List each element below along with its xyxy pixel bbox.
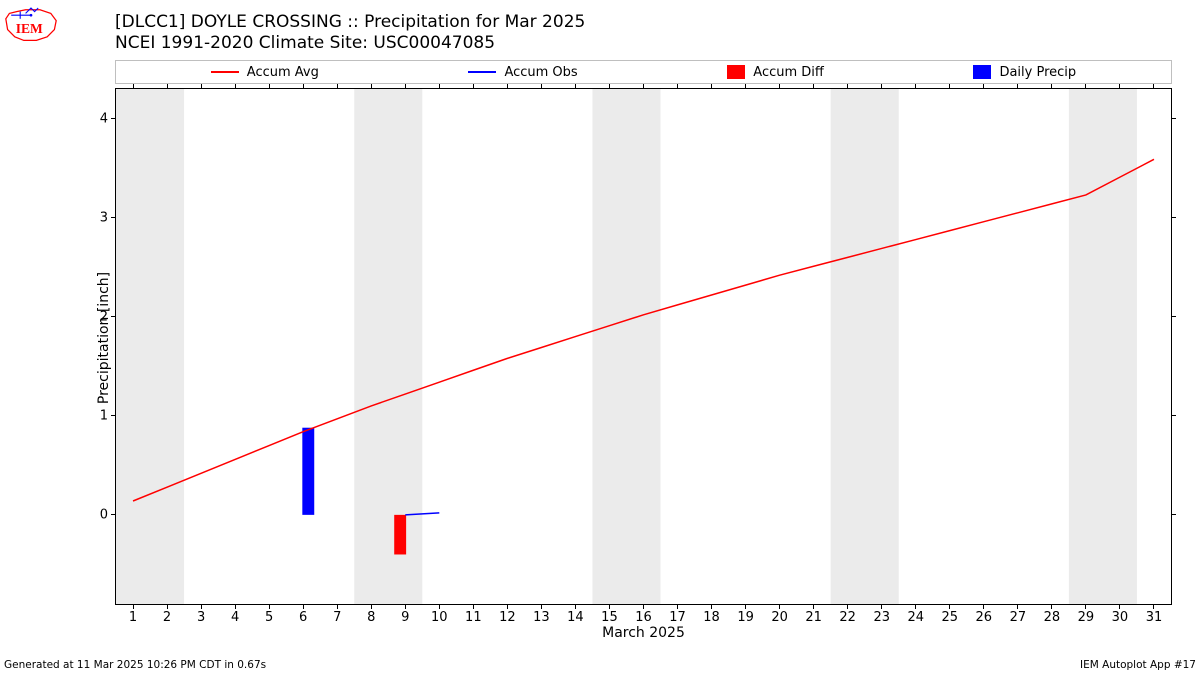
x-tick-label: 22 (839, 610, 856, 625)
x-tick-label: 26 (976, 610, 993, 625)
x-tick-label: 1 (129, 610, 137, 625)
legend-item: Accum Avg (211, 65, 319, 80)
x-tick-label: 31 (1146, 610, 1163, 625)
x-tick-label: 2 (163, 610, 171, 625)
x-tick-label: 30 (1112, 610, 1129, 625)
x-tick-label: 21 (805, 610, 822, 625)
chart-title: [DLCC1] DOYLE CROSSING :: Precipitation … (115, 12, 1170, 55)
y-axis-label: Precipitation [inch] (96, 271, 112, 403)
x-tick-label: 12 (499, 610, 516, 625)
legend-label: Daily Precip (999, 65, 1076, 80)
x-tick-label: 10 (431, 610, 448, 625)
x-tick-label: 18 (703, 610, 720, 625)
legend-label: Accum Obs (504, 65, 577, 80)
y-tick-label: 2 (100, 309, 108, 324)
x-tick-label: 7 (333, 610, 341, 625)
x-tick-label: 17 (669, 610, 686, 625)
legend-swatch (973, 65, 991, 79)
y-tick-label: 0 (100, 507, 108, 522)
legend-label: Accum Avg (247, 65, 319, 80)
x-tick-label: 11 (465, 610, 482, 625)
legend-item: Accum Diff (727, 65, 824, 80)
x-tick-label: 29 (1078, 610, 1095, 625)
x-tick-label: 19 (737, 610, 754, 625)
x-tick-label: 23 (873, 610, 890, 625)
x-tick-label: 20 (771, 610, 788, 625)
x-tick-label: 13 (533, 610, 550, 625)
x-tick-label: 9 (401, 610, 409, 625)
x-tick-label: 27 (1010, 610, 1027, 625)
legend-item: Daily Precip (973, 65, 1076, 80)
x-tick-label: 14 (567, 610, 584, 625)
x-tick-label: 16 (635, 610, 652, 625)
y-tick-label: 4 (100, 111, 108, 126)
x-tick-label: 5 (265, 610, 273, 625)
title-line-1: [DLCC1] DOYLE CROSSING :: Precipitation … (115, 12, 1170, 33)
legend-swatch (211, 71, 239, 73)
x-tick-label: 25 (942, 610, 959, 625)
y-tick-label: 3 (100, 210, 108, 225)
x-tick-label: 28 (1044, 610, 1061, 625)
iem-logo: IEM (4, 4, 58, 48)
footer-app: IEM Autoplot App #17 (1080, 659, 1196, 671)
x-tick-label: 24 (907, 610, 924, 625)
plot-area: 0123412345678910111213141516171819202122… (115, 88, 1172, 605)
legend-swatch (468, 71, 496, 73)
y-tick-label: 1 (100, 408, 108, 423)
legend: Accum Avg Accum Obs Accum Diff Daily Precip (115, 60, 1172, 84)
x-tick-label: 3 (197, 610, 205, 625)
legend-swatch (727, 65, 745, 79)
legend-label: Accum Diff (753, 65, 824, 80)
title-line-2: NCEI 1991-2020 Climate Site: USC00047085 (115, 33, 1170, 54)
x-tick-label: 15 (601, 610, 618, 625)
x-tick-label: 6 (299, 610, 307, 625)
x-tick-label: 4 (231, 610, 239, 625)
svg-text:IEM: IEM (16, 21, 43, 36)
legend-item: Accum Obs (468, 65, 577, 80)
x-tick-label: 8 (367, 610, 375, 625)
footer-generated: Generated at 11 Mar 2025 10:26 PM CDT in… (4, 659, 266, 671)
x-axis-label: March 2025 (115, 625, 1172, 641)
